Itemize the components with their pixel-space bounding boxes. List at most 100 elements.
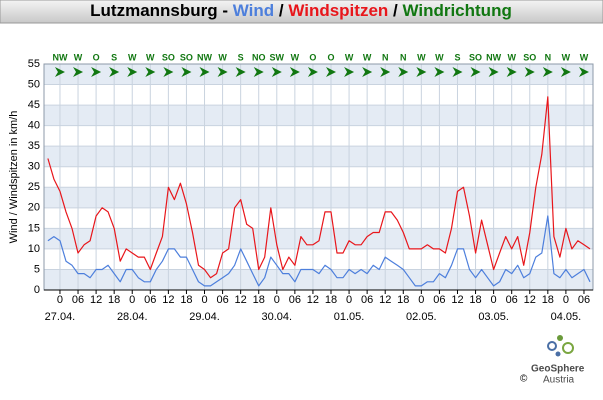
- direction-label: SO: [469, 52, 482, 62]
- x-tick-label: 0: [418, 294, 424, 306]
- x-tick-label: 06: [578, 294, 590, 306]
- direction-arrow: [271, 67, 282, 77]
- x-tick-label: 0: [274, 294, 280, 306]
- grid-band: [44, 125, 593, 147]
- direction-arrow: [380, 67, 391, 77]
- direction-label: W: [507, 52, 516, 62]
- x-tick-label: 12: [307, 294, 319, 306]
- x-tick-label: 18: [397, 294, 409, 306]
- y-tick-label: 35: [28, 140, 40, 152]
- x-tick-label: 06: [72, 294, 84, 306]
- title-part: Windrichtung: [402, 1, 511, 20]
- direction-arrow: [289, 67, 300, 77]
- direction-arrow: [109, 67, 120, 77]
- direction-label: SO: [523, 52, 536, 62]
- y-tick-label: 50: [28, 78, 40, 90]
- date-label: 27.04.: [45, 311, 76, 323]
- direction-label: S: [238, 52, 244, 62]
- x-tick-label: 06: [433, 294, 445, 306]
- x-tick-label: 18: [325, 294, 337, 306]
- x-tick-label: 18: [180, 294, 192, 306]
- direction-label: W: [417, 52, 426, 62]
- date-label: 02.05.: [406, 311, 437, 323]
- direction-label: NW: [197, 52, 212, 62]
- direction-label: S: [111, 52, 117, 62]
- direction-label: N: [382, 52, 389, 62]
- grid-band: [44, 269, 593, 290]
- direction-arrow: [325, 67, 336, 77]
- plot-area: [44, 63, 593, 291]
- direction-label: SO: [162, 52, 175, 62]
- direction-arrow: [163, 67, 174, 77]
- direction-label: O: [309, 52, 316, 62]
- direction-label: W: [580, 52, 589, 62]
- direction-label: NO: [252, 52, 266, 62]
- x-tick-label: 12: [90, 294, 102, 306]
- direction-label: W: [291, 52, 300, 62]
- grid-band: [44, 228, 593, 249]
- x-tick-label: 06: [144, 294, 156, 306]
- logo-name: GeoSphere: [531, 364, 585, 375]
- direction-arrow: [362, 67, 373, 77]
- direction-label: N: [545, 52, 552, 62]
- x-tick-label: 0: [346, 294, 352, 306]
- direction-label: N: [400, 52, 407, 62]
- x-tick-label: 12: [451, 294, 463, 306]
- grid-band: [44, 207, 593, 229]
- date-label: 28.04.: [117, 311, 148, 323]
- direction-arrow: [217, 67, 228, 77]
- x-tick-label: 0: [201, 294, 207, 306]
- grid-band: [44, 146, 593, 167]
- direction-label: O: [93, 52, 100, 62]
- direction-arrow: [73, 67, 84, 77]
- grid-band: [44, 187, 593, 208]
- title-part: /: [388, 1, 402, 20]
- x-tick-label: 12: [235, 294, 247, 306]
- direction-arrow: [506, 67, 517, 77]
- x-tick-label: 06: [289, 294, 301, 306]
- y-tick-label: 15: [28, 222, 40, 234]
- y-tick-label: 40: [28, 120, 40, 132]
- y-axis-label: Wind / Windspitzen in km/h: [8, 111, 20, 244]
- title-part: /: [274, 1, 288, 20]
- direction-label: W: [146, 52, 155, 62]
- direction-arrow: [488, 67, 499, 77]
- direction-label: W: [345, 52, 354, 62]
- direction-arrow: [416, 67, 427, 77]
- direction-label: W: [562, 52, 571, 62]
- title-bar: [0, 0, 603, 24]
- title-part: Lutzmannsburg -: [90, 1, 233, 20]
- direction-label: NW: [52, 52, 67, 62]
- y-tick-label: 45: [28, 99, 40, 111]
- x-tick-label: 06: [216, 294, 228, 306]
- logo-ring: [547, 341, 557, 351]
- direction-label: W: [363, 52, 372, 62]
- direction-arrow: [542, 67, 553, 77]
- direction-arrow: [344, 67, 355, 77]
- direction-label: SW: [270, 52, 285, 62]
- series-line: [47, 96, 591, 279]
- x-tick-label: 0: [129, 294, 135, 306]
- direction-arrow: [235, 67, 246, 77]
- date-label: 01.05.: [334, 311, 365, 323]
- title-part: Windspitzen: [288, 1, 388, 20]
- series-line: [47, 215, 591, 287]
- x-tick-label: 06: [361, 294, 373, 306]
- date-label: 03.05.: [478, 311, 509, 323]
- y-tick-label: 20: [28, 202, 40, 214]
- logo-dot: [557, 335, 563, 341]
- direction-arrow: [91, 67, 102, 77]
- direction-label: W: [435, 52, 444, 62]
- x-tick-label: 18: [108, 294, 120, 306]
- y-tick-label: 25: [28, 181, 40, 193]
- logo-sub: Austria: [543, 375, 575, 386]
- y-tick-label: 5: [34, 263, 40, 275]
- grid-band: [44, 105, 593, 126]
- x-tick-label: 0: [563, 294, 569, 306]
- direction-label: W: [128, 52, 137, 62]
- direction-arrow: [452, 67, 463, 77]
- y-tick-label: 10: [28, 243, 40, 255]
- x-tick-label: 18: [542, 294, 554, 306]
- direction-arrow: [54, 67, 65, 77]
